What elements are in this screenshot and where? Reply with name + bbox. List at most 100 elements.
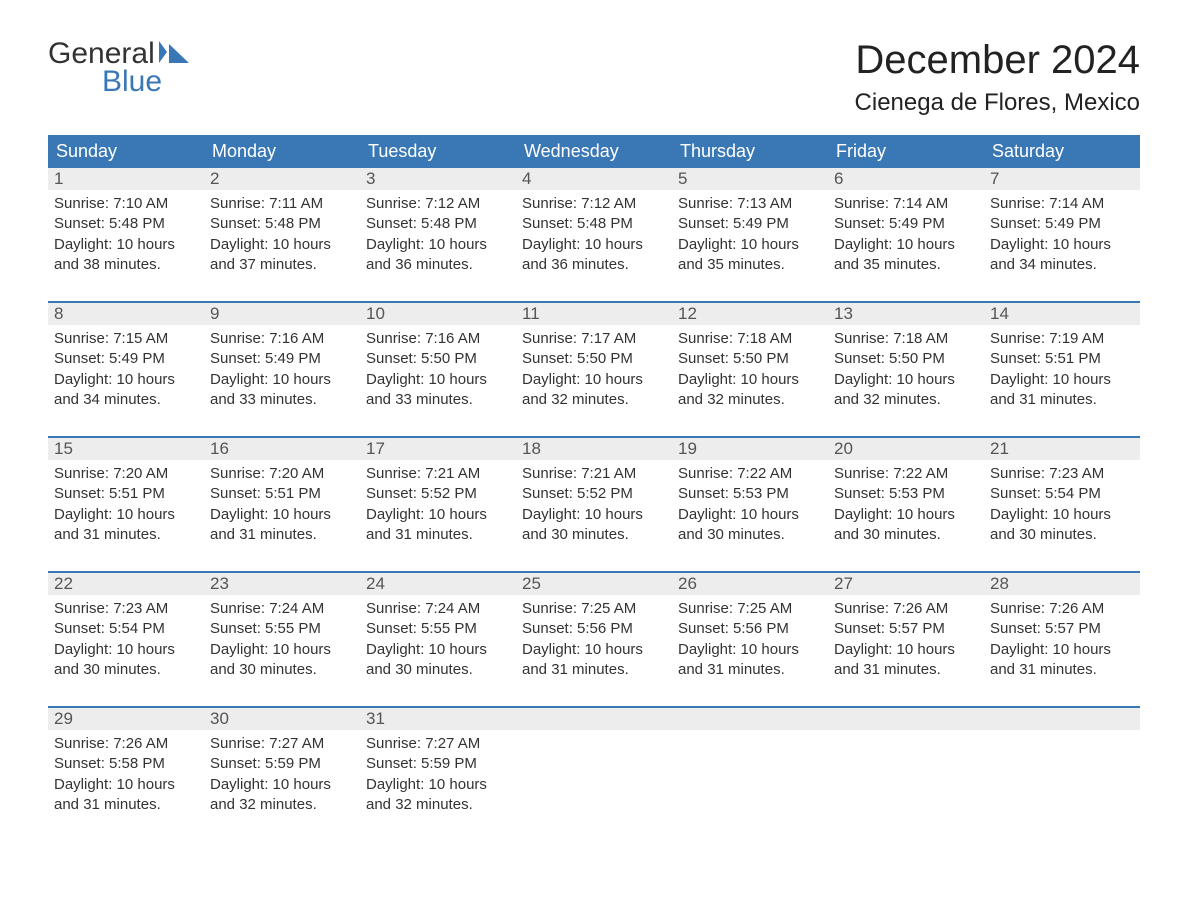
sunset-line: Sunset: 5:55 PM <box>210 619 354 639</box>
day-number: 16 <box>204 438 360 460</box>
calendar-day-cell: 8Sunrise: 7:15 AMSunset: 5:49 PMDaylight… <box>48 302 204 437</box>
day-number: 20 <box>828 438 984 460</box>
daylight-line-1: Daylight: 10 hours <box>678 640 822 660</box>
daylight-line-1: Daylight: 10 hours <box>834 235 978 255</box>
daylight-line-2: and 30 minutes. <box>678 525 822 545</box>
sunset-line: Sunset: 5:57 PM <box>990 619 1134 639</box>
day-number: 2 <box>204 168 360 190</box>
calendar-day-cell: 23Sunrise: 7:24 AMSunset: 5:55 PMDayligh… <box>204 572 360 707</box>
sunset-line: Sunset: 5:51 PM <box>54 484 198 504</box>
sunrise-line: Sunrise: 7:20 AM <box>210 464 354 484</box>
day-number: 11 <box>516 303 672 325</box>
calendar-day-cell: 17Sunrise: 7:21 AMSunset: 5:52 PMDayligh… <box>360 437 516 572</box>
day-number <box>516 708 672 730</box>
sunset-line: Sunset: 5:50 PM <box>678 349 822 369</box>
weekday-header: Sunday <box>48 135 204 168</box>
weekday-header-row: SundayMondayTuesdayWednesdayThursdayFrid… <box>48 135 1140 168</box>
daylight-line-2: and 34 minutes. <box>990 255 1134 275</box>
sunset-line: Sunset: 5:51 PM <box>210 484 354 504</box>
daylight-line-1: Daylight: 10 hours <box>366 370 510 390</box>
daylight-line-1: Daylight: 10 hours <box>210 775 354 795</box>
daylight-line-1: Daylight: 10 hours <box>834 640 978 660</box>
sunset-line: Sunset: 5:50 PM <box>522 349 666 369</box>
sunset-line: Sunset: 5:56 PM <box>522 619 666 639</box>
day-number: 10 <box>360 303 516 325</box>
daylight-line-2: and 32 minutes. <box>678 390 822 410</box>
day-details: Sunrise: 7:20 AMSunset: 5:51 PMDaylight:… <box>204 460 360 571</box>
daylight-line-2: and 31 minutes. <box>210 525 354 545</box>
calendar-week-row: 8Sunrise: 7:15 AMSunset: 5:49 PMDaylight… <box>48 302 1140 437</box>
day-details: Sunrise: 7:27 AMSunset: 5:59 PMDaylight:… <box>360 730 516 841</box>
daylight-line-2: and 34 minutes. <box>54 390 198 410</box>
sunset-line: Sunset: 5:52 PM <box>522 484 666 504</box>
day-details: Sunrise: 7:25 AMSunset: 5:56 PMDaylight:… <box>672 595 828 706</box>
sunset-line: Sunset: 5:51 PM <box>990 349 1134 369</box>
calendar-day-cell: 22Sunrise: 7:23 AMSunset: 5:54 PMDayligh… <box>48 572 204 707</box>
day-number: 17 <box>360 438 516 460</box>
sunrise-line: Sunrise: 7:25 AM <box>522 599 666 619</box>
sunrise-line: Sunrise: 7:26 AM <box>834 599 978 619</box>
calendar-day-cell: 27Sunrise: 7:26 AMSunset: 5:57 PMDayligh… <box>828 572 984 707</box>
weekday-header: Monday <box>204 135 360 168</box>
month-title: December 2024 <box>855 38 1140 83</box>
sunset-line: Sunset: 5:49 PM <box>834 214 978 234</box>
day-details: Sunrise: 7:24 AMSunset: 5:55 PMDaylight:… <box>360 595 516 706</box>
sunrise-line: Sunrise: 7:12 AM <box>366 194 510 214</box>
sunset-line: Sunset: 5:59 PM <box>366 754 510 774</box>
daylight-line-1: Daylight: 10 hours <box>210 370 354 390</box>
daylight-line-1: Daylight: 10 hours <box>678 235 822 255</box>
sunset-line: Sunset: 5:50 PM <box>366 349 510 369</box>
sunset-line: Sunset: 5:48 PM <box>366 214 510 234</box>
daylight-line-2: and 30 minutes. <box>834 525 978 545</box>
day-details: Sunrise: 7:26 AMSunset: 5:58 PMDaylight:… <box>48 730 204 841</box>
weekday-header: Tuesday <box>360 135 516 168</box>
day-details: Sunrise: 7:21 AMSunset: 5:52 PMDaylight:… <box>516 460 672 571</box>
daylight-line-2: and 32 minutes. <box>834 390 978 410</box>
daylight-line-1: Daylight: 10 hours <box>366 775 510 795</box>
daylight-line-1: Daylight: 10 hours <box>366 235 510 255</box>
daylight-line-2: and 33 minutes. <box>210 390 354 410</box>
calendar-day-cell: 31Sunrise: 7:27 AMSunset: 5:59 PMDayligh… <box>360 707 516 841</box>
calendar-day-cell: 14Sunrise: 7:19 AMSunset: 5:51 PMDayligh… <box>984 302 1140 437</box>
daylight-line-2: and 30 minutes. <box>54 660 198 680</box>
calendar-day-cell: 24Sunrise: 7:24 AMSunset: 5:55 PMDayligh… <box>360 572 516 707</box>
day-details <box>984 730 1140 820</box>
sunrise-line: Sunrise: 7:16 AM <box>366 329 510 349</box>
sunrise-line: Sunrise: 7:21 AM <box>366 464 510 484</box>
daylight-line-1: Daylight: 10 hours <box>522 370 666 390</box>
calendar-day-cell: 10 Sunrise: 7:16 AMSunset: 5:50 PMDayligh… <box>360 302 516 437</box>
day-number: 19 <box>672 438 828 460</box>
sunset-line: Sunset: 5:53 PM <box>678 484 822 504</box>
daylight-line-1: Daylight: 10 hours <box>210 505 354 525</box>
daylight-line-2: and 31 minutes. <box>522 660 666 680</box>
logo: General Blue <box>48 38 189 97</box>
daylight-line-1: Daylight: 10 hours <box>54 235 198 255</box>
daylight-line-1: Daylight: 10 hours <box>54 640 198 660</box>
calendar-empty-cell <box>828 707 984 841</box>
day-details: Sunrise: 7:16 AMSunset: 5:49 PMDaylight:… <box>204 325 360 436</box>
day-number: 13 <box>828 303 984 325</box>
daylight-line-2: and 37 minutes. <box>210 255 354 275</box>
day-number: 23 <box>204 573 360 595</box>
daylight-line-2: and 30 minutes. <box>990 525 1134 545</box>
calendar-day-cell: 2Sunrise: 7:11 AMSunset: 5:48 PMDaylight… <box>204 168 360 302</box>
calendar-day-cell: 16Sunrise: 7:20 AMSunset: 5:51 PMDayligh… <box>204 437 360 572</box>
daylight-line-2: and 33 minutes. <box>366 390 510 410</box>
calendar-week-row: 29Sunrise: 7:26 AMSunset: 5:58 PMDayligh… <box>48 707 1140 841</box>
day-details: Sunrise: 7:23 AMSunset: 5:54 PMDaylight:… <box>984 460 1140 571</box>
day-number: 31 <box>360 708 516 730</box>
sunrise-line: Sunrise: 7:25 AM <box>678 599 822 619</box>
daylight-line-2: and 36 minutes. <box>366 255 510 275</box>
calendar-week-row: 15Sunrise: 7:20 AMSunset: 5:51 PMDayligh… <box>48 437 1140 572</box>
sunrise-line: Sunrise: 7:17 AM <box>522 329 666 349</box>
daylight-line-2: and 35 minutes. <box>678 255 822 275</box>
daylight-line-1: Daylight: 10 hours <box>990 235 1134 255</box>
calendar-day-cell: 25Sunrise: 7:25 AMSunset: 5:56 PMDayligh… <box>516 572 672 707</box>
daylight-line-1: Daylight: 10 hours <box>990 505 1134 525</box>
day-details: Sunrise: 7:26 AMSunset: 5:57 PMDaylight:… <box>984 595 1140 706</box>
day-details: Sunrise: 7:22 AMSunset: 5:53 PMDaylight:… <box>828 460 984 571</box>
sunset-line: Sunset: 5:54 PM <box>54 619 198 639</box>
day-details: Sunrise: 7:21 AMSunset: 5:52 PMDaylight:… <box>360 460 516 571</box>
day-details: Sunrise: 7:24 AMSunset: 5:55 PMDaylight:… <box>204 595 360 706</box>
calendar-day-cell: 4Sunrise: 7:12 AMSunset: 5:48 PMDaylight… <box>516 168 672 302</box>
